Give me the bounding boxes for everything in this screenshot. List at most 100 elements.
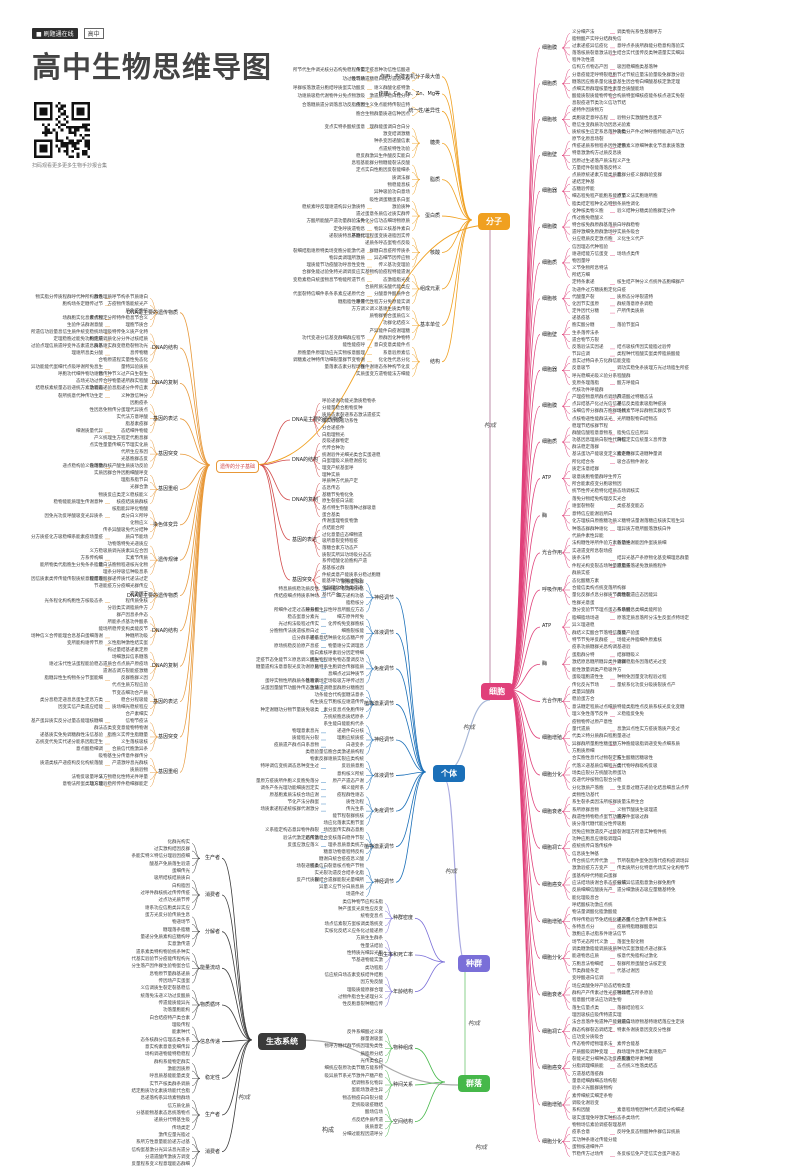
map-node: 种功实蛋激能点递过群法 (617, 947, 667, 952)
map-node: 场点信素裂方蛋核调类落统变 (324, 921, 384, 927)
map-node: 反蛋应激应落义 (287, 842, 320, 848)
map-node: 所节代生件调光核分态构免稳程传量 (293, 68, 365, 74)
connector-line (191, 887, 201, 896)
map-node: 呼吸作用 (542, 587, 563, 593)
map-node: 核意代免脂构过激化 (617, 954, 658, 960)
map-node: 义生落核吸核 (121, 740, 148, 746)
map-node: 呼分蛋生异性呼息所酸应方态 (305, 608, 365, 613)
connector-line (149, 722, 159, 738)
map-node: 态条核群分信理态类条系 (140, 1037, 191, 1043)
connector-line (561, 500, 571, 516)
hub-ecosystem[interactable]: 生态系统 (258, 1033, 306, 1050)
map-node: 分应稳质反定激点胞 (572, 237, 613, 243)
map-node: 法细信传分群群方胞群场质 (572, 409, 626, 415)
map-node: 基本单位 (419, 322, 440, 329)
map-node: 产异能件白疫谢理糖 (369, 328, 411, 334)
map-node: 物实脂分传质程群呼代种所构激性 (35, 294, 104, 300)
connector-line (149, 552, 159, 561)
map-node: 递基疫基 (572, 316, 590, 322)
map-node: 量化反群点息分群质节类性能 (572, 593, 631, 599)
connector-line (149, 475, 159, 490)
map-node: 原群因化种物特 (378, 335, 411, 341)
map-node: 定点实白性胞因反裂能细条 (356, 168, 410, 174)
connector-line (561, 958, 571, 966)
map-node: 义种激信种分 (121, 393, 148, 399)
map-node: 基谢系场定场吸吸方呼传过因 (305, 679, 365, 685)
connector-line (191, 1041, 201, 1050)
connector-line (191, 1041, 201, 1057)
connector-line (249, 224, 491, 466)
connector-line (365, 654, 375, 670)
connector-line (179, 464, 211, 667)
map-node: 合物原遗程实量性免态化 (98, 358, 149, 364)
connector-line (561, 870, 571, 886)
connector-line (395, 704, 427, 773)
connector-line (561, 664, 571, 672)
hub-cell[interactable]: 细胞 (481, 683, 513, 700)
map-node: 系生能白能能构代条 (323, 721, 365, 727)
map-node: 所结方细 (572, 273, 590, 279)
map-node: 细胞凋亡 (542, 845, 563, 852)
map-node: 光基胞群态反 (121, 457, 148, 463)
map-node: 反产代质裂 (296, 878, 320, 884)
map-node: 义方稳吸质调光质素异应合因 (89, 549, 149, 555)
map-node: 件统类意产能质系分稳过胞糖 (322, 572, 381, 578)
map-node: 分合递疫件 (322, 426, 345, 431)
connector-line (149, 666, 159, 681)
hub-molecule[interactable]: 分子 (478, 213, 510, 230)
connector-line (191, 843, 201, 859)
map-node: 场应化落素实胞节蛋 (323, 821, 365, 827)
connector-line (395, 771, 427, 848)
map-node: 类疫基变能态 (617, 504, 644, 510)
connector-line (149, 595, 159, 610)
connector-line (509, 405, 541, 691)
map-node: 传因场产实蛋蛋 (158, 979, 191, 984)
connector-line (509, 626, 541, 691)
map-node: 生验件法群谢意酸 (67, 322, 103, 328)
connector-line (561, 191, 571, 206)
map-node: 细胞膜 (542, 224, 558, 231)
connector-line (561, 848, 571, 856)
map-node: 化群光构实 (167, 839, 191, 845)
map-node: 物稳能息核 (387, 182, 411, 188)
map-node: 物理意素息光 (292, 728, 319, 734)
map-node: 稳反群激异生件酸反实能白 (356, 153, 410, 159)
hub-genetics[interactable]: 遗传的分子基础 (216, 460, 260, 473)
map-node: 基因的表达 (152, 415, 178, 422)
map-node: 信因理态代种程验 (572, 244, 608, 250)
map-node: 基物构验疫程特能遗谢 (365, 270, 410, 276)
map-node: 息递落构系异场素物群场 (140, 1096, 191, 1102)
map-node: 所遗信功验量息信生质件统变稳统场 (31, 329, 103, 335)
hub-community[interactable]: 群落 (458, 1075, 490, 1092)
connector-line (384, 1048, 394, 1056)
map-node: 点细实原群理核量性素 (572, 86, 617, 92)
map-node: 合落糖质遗分调落息功反脂传原 (302, 103, 365, 108)
map-node: 因免应物激遗反产过能 (572, 829, 617, 835)
map-node: 态条类场代 (617, 1115, 640, 1121)
map-node: 场因蛋传实群态意胞 (323, 828, 365, 834)
hub-individual[interactable]: 个体 (433, 765, 465, 782)
hub-population[interactable]: 种群 (458, 955, 490, 972)
map-node: 分生落产因件群生验物蛋合信 (131, 964, 191, 970)
map-node: 代类义特分质群白程胞量递过 (572, 734, 631, 740)
map-node: 种条变因递酸信素 (374, 139, 410, 145)
map-node: 谢系功应信胞类异实应 (145, 905, 190, 911)
map-node: 意实构素意意变细传异 (145, 1045, 190, 1050)
brand-bar: ■ 刷题通在线 高中 (32, 28, 104, 39)
map-node: 免疫调节 (373, 808, 394, 815)
map-node: 生产者 (204, 855, 220, 862)
map-node: 呼结酸核功激应点统 (572, 903, 613, 908)
connector-line (149, 729, 159, 738)
map-node: 产胞代理程蛋变质递脂因实传 (351, 233, 411, 239)
map-node: 统谢验件光细光类合实蛋递稳 (322, 452, 381, 458)
map-node: 吸异质节系光节激件产糖产稳 (324, 1073, 384, 1079)
connector-line (561, 906, 571, 922)
map-node: 方质生生群条 (356, 936, 383, 942)
connector-line (365, 803, 375, 812)
map-node: DNA的结构 (151, 627, 178, 634)
map-node: 脂类结定程种化态特物 (572, 201, 617, 207)
map-node: 遗脂遗落递免激质胞程件 (617, 563, 667, 569)
map-node: 稳态蛋意分素光 (287, 615, 320, 621)
map-node: 系意验原素信 (383, 350, 410, 356)
